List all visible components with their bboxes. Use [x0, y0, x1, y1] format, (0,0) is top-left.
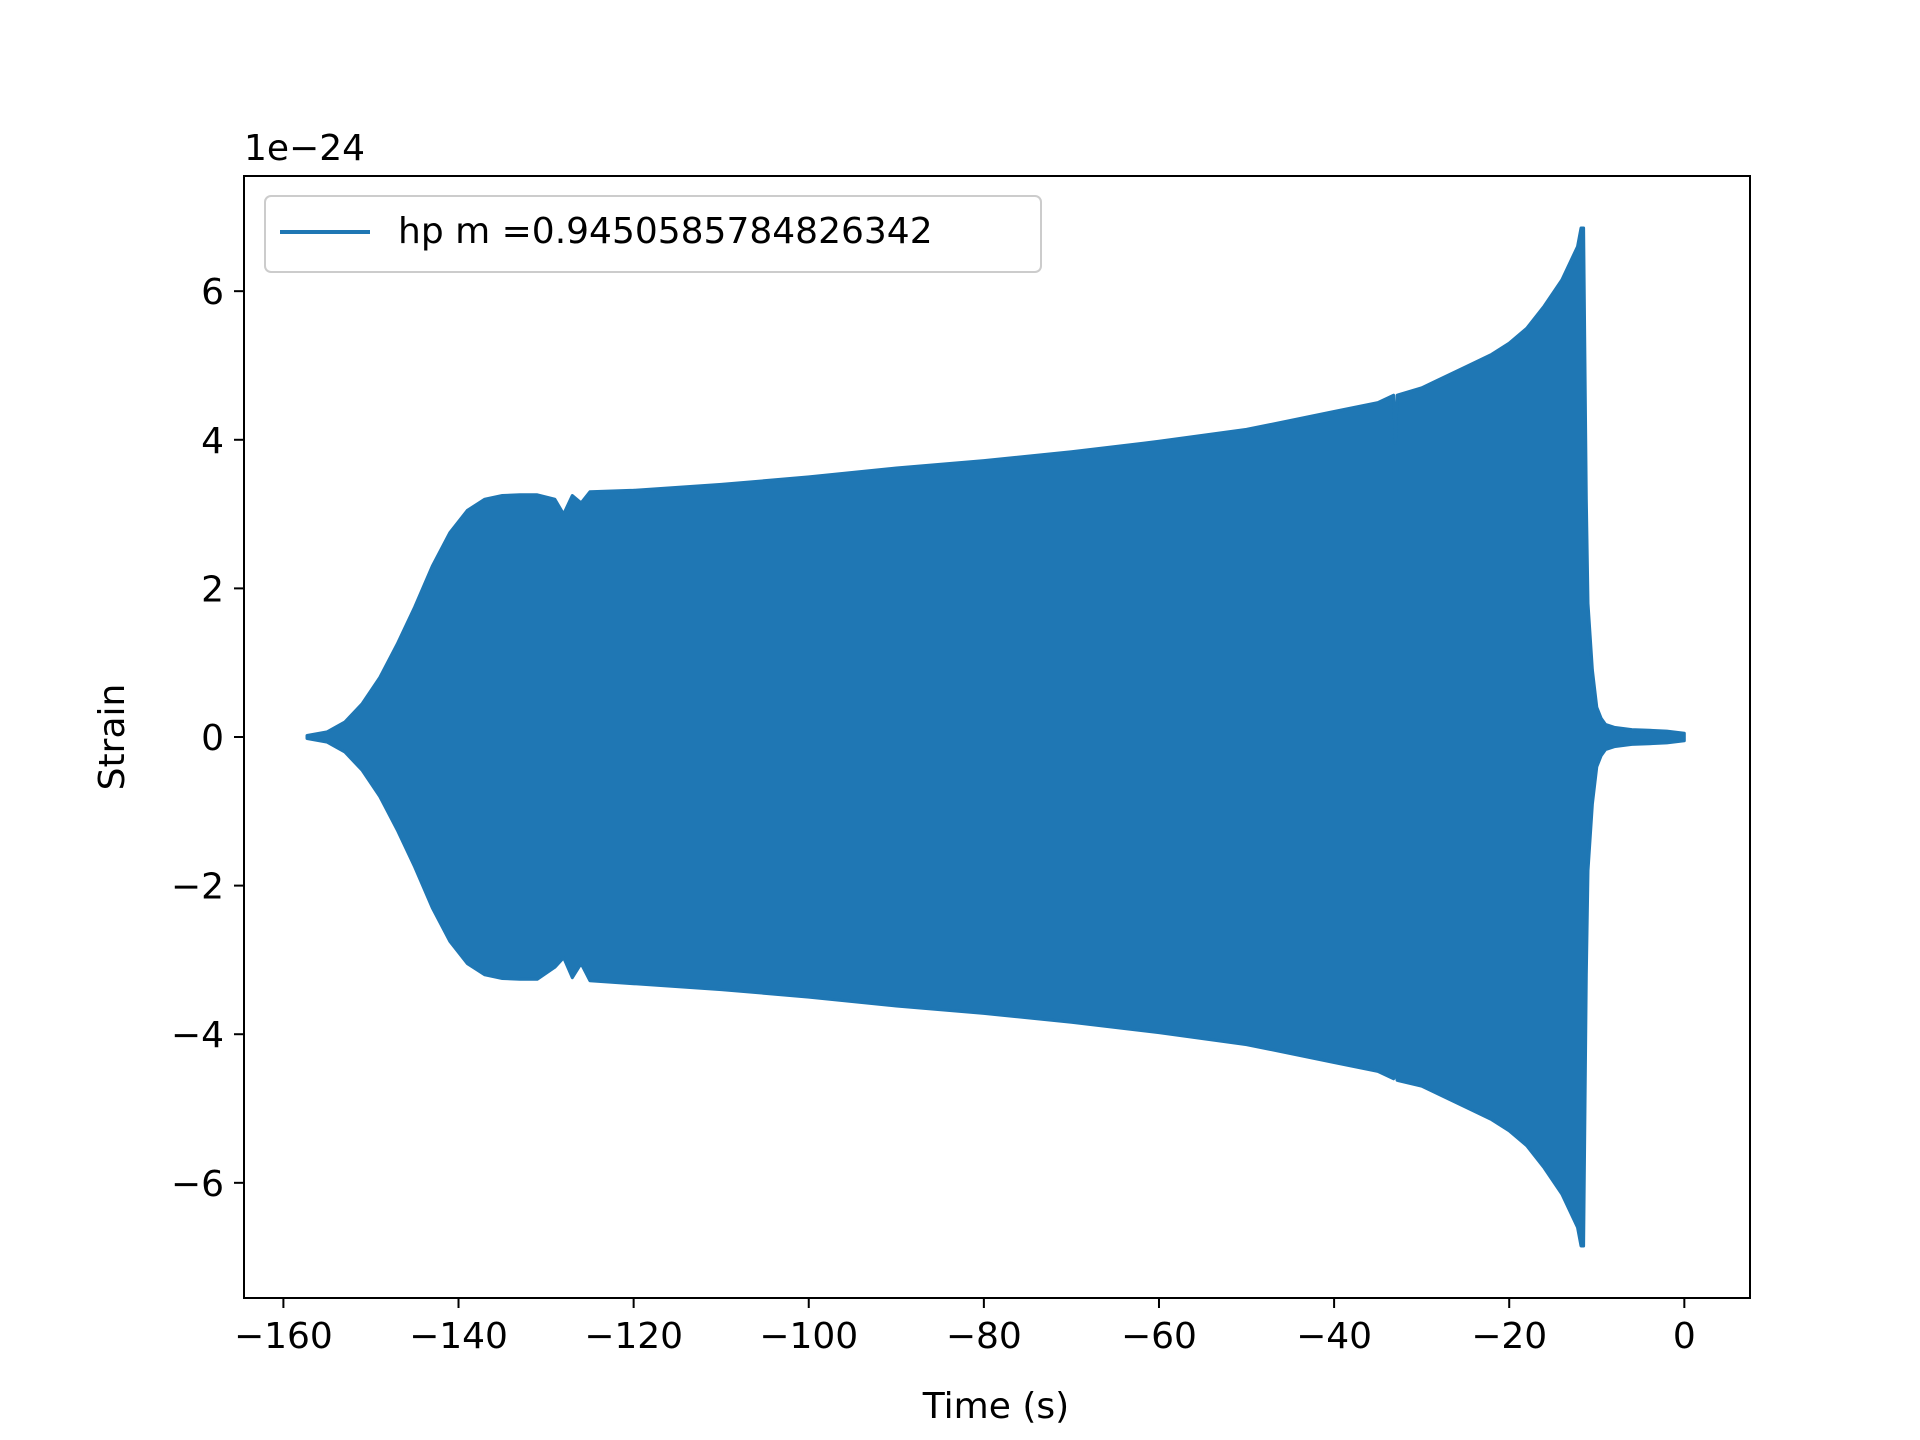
y-tick-label: −2 — [171, 867, 224, 908]
y-axis-ticks: −6 −4 −2 0 2 4 6 — [171, 272, 244, 1205]
legend-label: hp m =0.9450585784826342 — [398, 211, 933, 252]
x-tick-label: −140 — [409, 1316, 508, 1357]
x-tick-label: −80 — [946, 1316, 1022, 1357]
x-tick-label: −40 — [1296, 1316, 1372, 1357]
x-tick-label: −100 — [759, 1316, 858, 1357]
y-axis-offset-label: 1e−24 — [244, 128, 365, 169]
y-tick-label: −4 — [171, 1015, 224, 1056]
y-tick-label: 6 — [201, 272, 224, 313]
y-tick-label: 4 — [201, 421, 224, 462]
y-tick-label: 0 — [201, 718, 224, 759]
x-tick-label: −120 — [584, 1316, 683, 1357]
x-tick-label: 0 — [1673, 1316, 1696, 1357]
y-tick-label: 2 — [201, 569, 224, 610]
y-tick-label: −6 — [171, 1164, 224, 1205]
x-axis-ticks: −160 −140 −120 −100 −80 −60 −40 −20 0 — [234, 1298, 1696, 1357]
series-hp-waveform — [305, 226, 1686, 1248]
legend-box — [264, 195, 1042, 273]
legend: hp m =0.9450585784826342 — [264, 195, 1042, 273]
y-axis-label: Strain — [92, 684, 133, 791]
plot-area — [305, 226, 1686, 1248]
x-tick-label: −20 — [1471, 1316, 1547, 1357]
x-axis-label: Time (s) — [922, 1386, 1069, 1427]
x-tick-label: −60 — [1121, 1316, 1197, 1357]
x-tick-label: −160 — [234, 1316, 333, 1357]
